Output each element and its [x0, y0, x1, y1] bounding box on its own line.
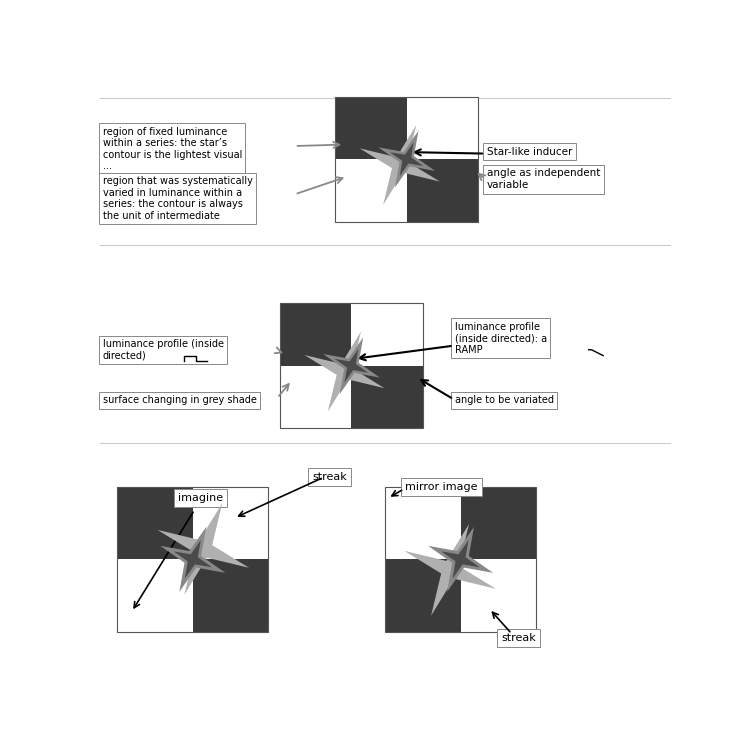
- Bar: [460, 487, 536, 559]
- Bar: [117, 487, 193, 559]
- Text: angle as independent
variable: angle as independent variable: [487, 169, 600, 190]
- Polygon shape: [360, 125, 440, 205]
- Bar: [351, 366, 423, 429]
- Bar: [385, 487, 536, 632]
- Bar: [280, 303, 423, 429]
- Polygon shape: [160, 527, 225, 592]
- Polygon shape: [390, 142, 424, 176]
- Bar: [280, 303, 351, 366]
- Bar: [117, 487, 269, 632]
- Text: mirror image: mirror image: [406, 482, 478, 492]
- Text: streak: streak: [312, 472, 347, 482]
- Bar: [336, 97, 407, 159]
- Bar: [407, 159, 478, 222]
- Bar: [385, 487, 460, 559]
- Text: streak: streak: [502, 633, 536, 643]
- Polygon shape: [335, 349, 368, 383]
- Polygon shape: [158, 503, 249, 595]
- Text: luminance profile (inside
directed): luminance profile (inside directed): [103, 339, 224, 361]
- Text: region of fixed luminance
within a series: the star’s
contour is the lightest vi: region of fixed luminance within a serie…: [103, 126, 242, 172]
- Polygon shape: [304, 332, 385, 411]
- Text: region that was systematically
varied in luminance within a
series: the contour : region that was systematically varied in…: [103, 176, 252, 221]
- Text: Star-like inducer: Star-like inducer: [487, 147, 572, 156]
- Bar: [336, 159, 407, 222]
- Polygon shape: [323, 337, 380, 394]
- Bar: [117, 559, 193, 632]
- Bar: [351, 303, 423, 366]
- Text: angle to be variated: angle to be variated: [455, 395, 553, 405]
- Bar: [460, 559, 536, 632]
- Polygon shape: [442, 540, 480, 578]
- Bar: [193, 487, 269, 559]
- Polygon shape: [404, 524, 496, 615]
- Bar: [336, 97, 478, 222]
- Text: luminance profile
(inside directed): a
RAMP: luminance profile (inside directed): a R…: [455, 321, 547, 355]
- Bar: [385, 559, 460, 632]
- Text: imagine: imagine: [178, 493, 223, 503]
- Bar: [193, 559, 269, 632]
- Polygon shape: [173, 540, 212, 578]
- Polygon shape: [379, 131, 435, 187]
- Polygon shape: [428, 527, 493, 592]
- Bar: [407, 97, 478, 159]
- Bar: [280, 366, 351, 429]
- Text: surface changing in grey shade: surface changing in grey shade: [103, 395, 257, 405]
